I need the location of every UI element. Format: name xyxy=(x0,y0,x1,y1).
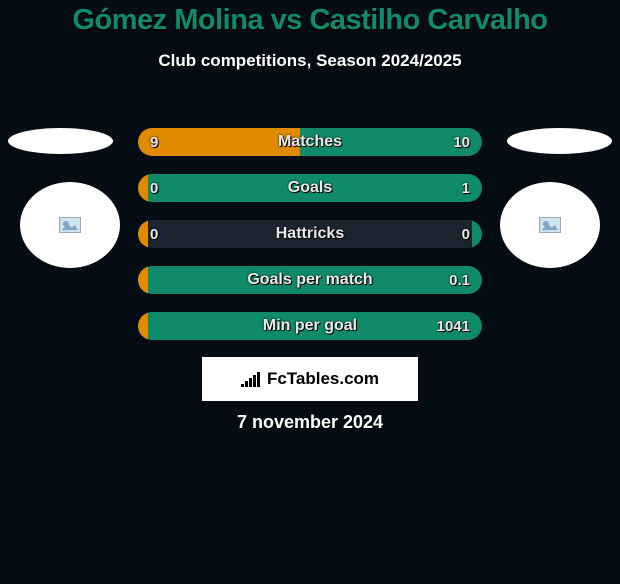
player-right-ellipse xyxy=(507,128,612,154)
image-placeholder-icon xyxy=(539,217,561,233)
player-right-avatar xyxy=(500,182,600,268)
stat-row: 0.1Goals per match xyxy=(138,266,482,294)
stats-panel: 910Matches 01Goals 00Hattricks 0.1Goals per… xyxy=(138,128,482,358)
stat-label: Goals per match xyxy=(138,266,482,294)
stat-row: 910Matches xyxy=(138,128,482,156)
player-left-avatar xyxy=(20,182,120,268)
page-subtitle: Club competitions, Season 2024/2025 xyxy=(0,51,620,71)
stat-label: Hattricks xyxy=(138,220,482,248)
stat-label: Matches xyxy=(138,128,482,156)
brand-text: FcTables.com xyxy=(267,369,379,389)
stat-row: 01Goals xyxy=(138,174,482,202)
stat-label: Min per goal xyxy=(138,312,482,340)
brand-box: FcTables.com xyxy=(202,357,418,401)
page-title: Gómez Molina vs Castilho Carvalho xyxy=(0,4,620,37)
stat-row: 1041Min per goal xyxy=(138,312,482,340)
player-left-ellipse xyxy=(8,128,113,154)
stat-label: Goals xyxy=(138,174,482,202)
image-placeholder-icon xyxy=(59,217,81,233)
stat-row: 00Hattricks xyxy=(138,220,482,248)
footer-date: 7 november 2024 xyxy=(0,412,620,433)
bars-icon xyxy=(241,371,261,387)
